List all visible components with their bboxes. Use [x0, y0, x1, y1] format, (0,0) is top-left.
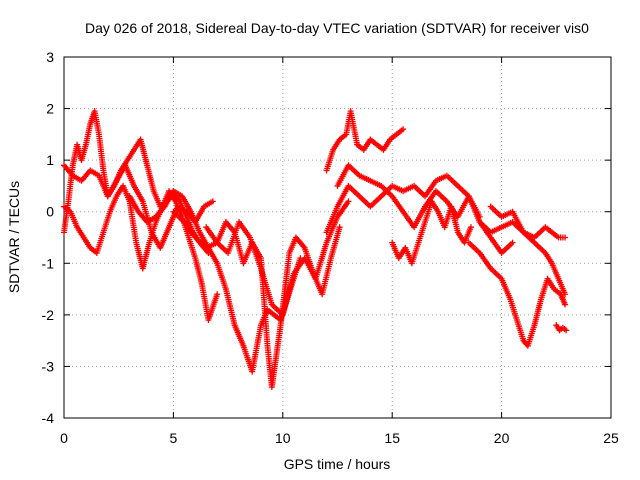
y-tick-label: -3 — [42, 358, 55, 374]
y-tick-label: 1 — [46, 152, 54, 168]
data-point-marker — [209, 198, 216, 205]
data-point-marker — [562, 291, 569, 298]
y-axis-label: SDTVAR / TECUs — [6, 181, 22, 293]
data-point-marker — [562, 301, 569, 308]
series-sat-track-7 — [323, 108, 407, 174]
series-sat-track-2 — [61, 182, 221, 324]
series-sat-track-14 — [553, 322, 570, 334]
data-point-marker — [467, 224, 474, 231]
chart-title: Day 026 of 2018, Sidereal Day-to-day VTE… — [85, 20, 589, 36]
grid-lines — [64, 57, 611, 418]
data-point-marker — [400, 126, 407, 133]
y-tick-label: 3 — [46, 49, 54, 65]
plot-frame — [63, 56, 612, 419]
data-point-marker — [214, 291, 221, 298]
data-point-marker — [336, 224, 343, 231]
x-tick-label: 15 — [384, 430, 400, 446]
x-axis-label: GPS time / hours — [284, 456, 391, 472]
x-tick-label: 25 — [603, 430, 619, 446]
series-sat-track-6 — [203, 198, 352, 318]
x-tick-label: 10 — [275, 430, 291, 446]
y-tick-label: -1 — [42, 255, 55, 271]
data-point-marker — [509, 239, 516, 246]
data-marks — [61, 108, 570, 391]
data-point-marker — [562, 234, 569, 241]
x-tick-label: 0 — [60, 430, 68, 446]
y-tick-label: -2 — [42, 307, 55, 323]
y-tick-label: 2 — [46, 101, 54, 117]
x-tick-label: 5 — [170, 430, 178, 446]
series-sat-track-9 — [334, 162, 516, 256]
data-point-marker — [563, 327, 570, 334]
y-tick-label: 0 — [46, 204, 54, 220]
series-sat-track-13 — [487, 203, 569, 298]
series-sat-track-10 — [389, 198, 474, 267]
series-sat-track-8 — [323, 172, 483, 236]
series-sat-track-4 — [126, 188, 304, 375]
series-sat-track-11 — [465, 239, 569, 349]
x-tick-label: 20 — [494, 430, 510, 446]
y-tick-label: -4 — [42, 410, 55, 426]
data-point-marker — [345, 198, 352, 205]
